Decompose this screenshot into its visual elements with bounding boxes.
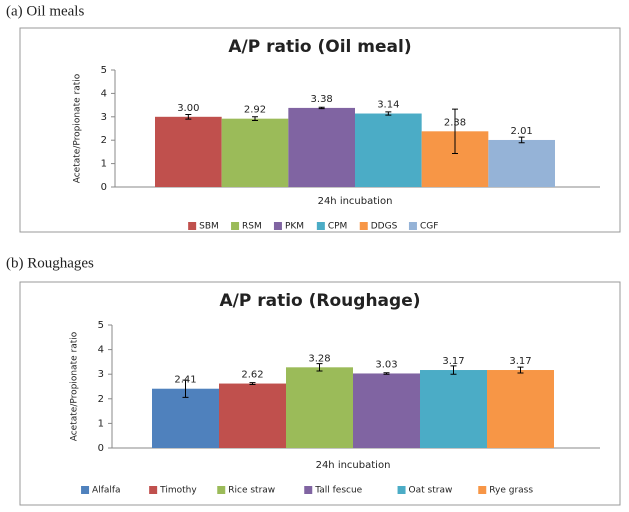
value-label: 3.14 [377,100,399,111]
bar [219,383,286,448]
legend-label: CPM [328,222,347,232]
legend-label: RSM [242,222,262,232]
chart-title: A/P ratio (Oil meal) [228,37,411,57]
value-label: 3.17 [442,356,464,367]
error-bar [182,379,189,398]
legend-swatch [81,486,90,494]
bar [355,113,422,187]
bar [155,116,222,187]
legend-swatch [408,222,417,230]
y-tick-label: 3 [101,112,107,123]
bar [221,118,289,187]
y-axis-label: Acetate/Propionate ratio [73,73,83,183]
legend-label: SBM [199,222,219,232]
x-tick-label: 24h incubation [318,196,393,207]
bar [288,107,355,187]
value-label: 2.01 [511,126,533,137]
value-label: 3.38 [311,94,333,105]
error-bar [318,106,325,110]
y-tick-label: 2 [101,135,107,146]
error-bar [517,366,524,374]
y-tick-label: 1 [101,159,107,170]
value-label: 2.38 [444,117,466,128]
legend-swatch [359,222,368,230]
panel-label: (b) Roughages [6,255,94,271]
y-tick-label: 0 [98,443,104,454]
bar [487,370,554,448]
value-label: 2.62 [241,370,263,381]
legend-swatch [231,222,240,230]
y-tick-label: 5 [98,320,104,331]
legend-swatch [149,486,158,494]
legend-label: Rice straw [228,486,275,496]
y-tick-label: 5 [101,65,107,76]
value-label: 3.17 [509,356,531,367]
error-bar [452,108,458,155]
y-tick-label: 0 [101,182,107,193]
error-bar [249,382,256,386]
legend-swatch [304,486,313,494]
bar [152,388,219,448]
bar [488,139,555,187]
value-label: 3.00 [177,103,199,114]
y-tick-label: 3 [98,369,104,380]
value-label: 2.41 [174,375,196,386]
legend-swatch [316,222,325,230]
legend-swatch [478,486,487,494]
value-label: 2.92 [244,105,266,116]
legend-label: Tall fescue [314,486,362,496]
legend-label: PKM [285,222,304,232]
legend-label: Timothy [159,486,197,496]
value-label: 3.03 [375,359,397,370]
legend-swatch [188,222,197,230]
y-tick-label: 2 [98,394,104,405]
error-bar [252,116,258,122]
chart-frame [19,27,621,233]
y-tick-label: 1 [98,418,104,429]
legend-label: Rye grass [489,486,533,496]
panel-label: (a) Oil meals [6,3,84,19]
chart-title: A/P ratio (Roughage) [219,291,420,311]
legend-swatch [217,486,226,494]
chart-frame [19,281,621,506]
bar [420,370,487,448]
legend-label: Oat straw [409,486,453,496]
legend-label: CGF [420,222,438,232]
legend-swatch [273,222,282,230]
bar [353,373,420,448]
error-bar [316,363,323,372]
y-tick-label: 4 [101,88,107,99]
error-bar [518,136,525,144]
x-tick-label: 24h incubation [316,460,391,471]
value-label: 3.28 [308,353,330,364]
y-axis-label: Acetate/Propionate ratio [70,331,80,441]
error-bar [185,113,192,120]
bar [286,367,353,448]
error-bar [383,372,390,375]
error-bar [385,111,392,116]
legend-swatch [397,486,406,494]
legend-label: DDGS [371,222,398,232]
y-tick-label: 4 [98,345,104,356]
error-bar [450,365,457,375]
legend-label: Alfalfa [92,486,121,496]
